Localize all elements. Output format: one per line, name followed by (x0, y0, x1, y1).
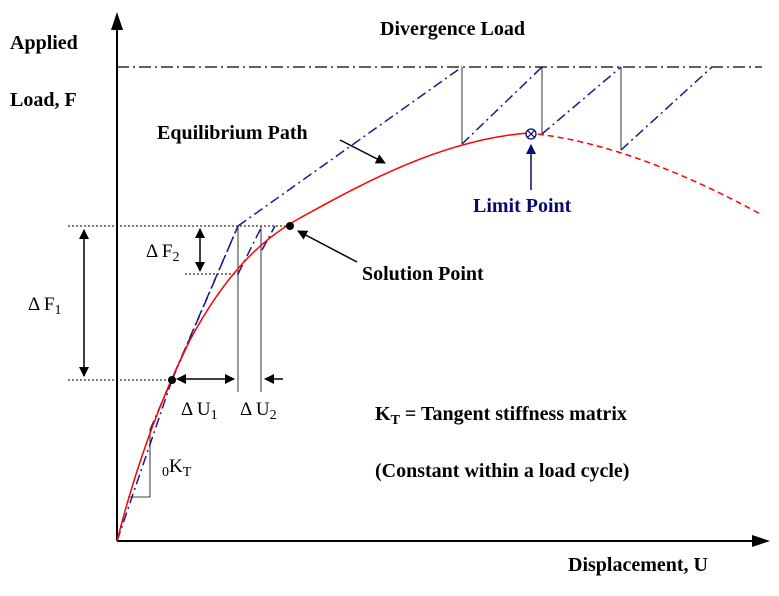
equilibrium-curve (116, 132, 529, 542)
initial-stiffness-triangle (128, 430, 151, 498)
equilibrium-path-arrow (339, 139, 386, 164)
vertical-drops (128, 67, 622, 498)
solution-point-marker-2 (286, 222, 294, 230)
axes (111, 12, 770, 547)
y-axis-label-line1: Applied (10, 32, 78, 54)
divergence-tangent-1 (237, 66, 463, 227)
solution-point-label: Solution Point (362, 263, 484, 285)
guide-lines (68, 225, 290, 381)
divergence-tangent-2 (461, 66, 543, 145)
solution-point-marker (168, 376, 176, 384)
kt-definition: KT = Tangent stiffness matrix (375, 403, 627, 428)
equilibrium-curve-post-limit (527, 132, 763, 216)
divergence-load-label: Divergence Load (380, 18, 525, 40)
divergence-tangent-3 (541, 66, 622, 135)
y-axis-label-line2: Load, F (10, 89, 77, 111)
constant-note: (Constant within a load cycle) (375, 460, 629, 482)
delta-u1-label: Δ U1 (181, 399, 218, 423)
iteration-line-3 (237, 225, 263, 275)
solution-point-arrow (297, 230, 358, 263)
x-axis-label: Displacement, U (568, 554, 708, 576)
delta-f1-label: Δ F1 (28, 294, 62, 318)
limit-point-label: Limit Point (473, 195, 572, 217)
divergence-tangent-4 (620, 66, 713, 151)
circle-cross-icon (525, 128, 537, 140)
iteration-line-1 (149, 225, 239, 431)
delta-f2-label: Δ F2 (146, 241, 180, 265)
equilibrium-path-label: Equilibrium Path (157, 122, 308, 144)
iteration-line-4 (261, 225, 276, 251)
x-axis-arrow-icon (752, 535, 770, 547)
annotation-arrows (79, 139, 386, 384)
initial-tangent-line (116, 379, 173, 542)
initial-stiffness-label: 0KT (162, 456, 192, 480)
y-axis-arrow-icon (111, 12, 123, 30)
delta-u2-label: Δ U2 (240, 399, 277, 423)
